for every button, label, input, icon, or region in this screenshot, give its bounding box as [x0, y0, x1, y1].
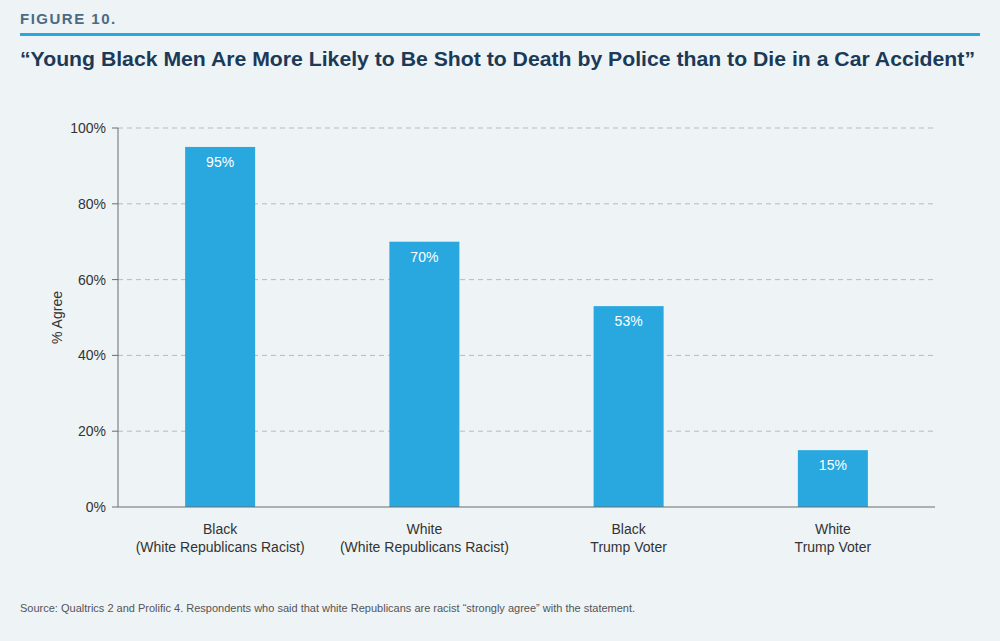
bar [594, 306, 664, 507]
category-label: White Trump Voter [795, 521, 872, 555]
bar [389, 242, 459, 507]
tick-label: 0% [86, 499, 106, 515]
bars [185, 147, 868, 507]
bar [185, 147, 255, 507]
tick-mark [112, 507, 118, 508]
category-label: White (White Republicans Racist) [340, 521, 509, 555]
y-axis-label: % Agree [49, 291, 65, 344]
tick-label: 40% [78, 347, 106, 363]
category-label-line: Trump Voter [590, 539, 667, 555]
category-label: Black (White Republicans Racist) [136, 521, 305, 555]
category-label-line: (White Republicans Racist) [136, 539, 305, 555]
category-label-line: (White Republicans Racist) [340, 539, 509, 555]
bar [798, 450, 868, 507]
x-axis-line [118, 507, 935, 508]
title: “Young Black Men Are More Likely to Be S… [20, 47, 975, 70]
category-label-line: Black [612, 521, 647, 537]
tick-mark [112, 431, 118, 432]
data-label: 95% [206, 154, 234, 170]
category-label: Black Trump Voter [590, 521, 667, 555]
y-axis-line [118, 128, 119, 507]
data-label: 70% [410, 249, 438, 265]
tick-mark [112, 279, 118, 280]
category-label-line: White [815, 521, 851, 537]
tick-label: 60% [78, 272, 106, 288]
category-label-line: Black [203, 521, 238, 537]
tick-label: 20% [78, 423, 106, 439]
tick-label: 100% [70, 120, 106, 136]
category-label-line: Trump Voter [795, 539, 872, 555]
chart: FIGURE 10. “Young Black Men Are More Like… [0, 0, 1000, 641]
tick-mark [112, 128, 118, 129]
grid-line [118, 128, 935, 129]
data-label: 53% [615, 313, 643, 329]
tick-mark [112, 355, 118, 356]
source: Source: Qualtrics 2 and Prolific 4. Resp… [20, 602, 635, 614]
category-label-line: White [406, 521, 442, 537]
header-rule [20, 33, 980, 36]
background [0, 0, 1000, 641]
figure-label: FIGURE 10. [20, 10, 117, 27]
tick-mark [112, 203, 118, 204]
data-label: 15% [819, 457, 847, 473]
tick-label: 80% [78, 196, 106, 212]
